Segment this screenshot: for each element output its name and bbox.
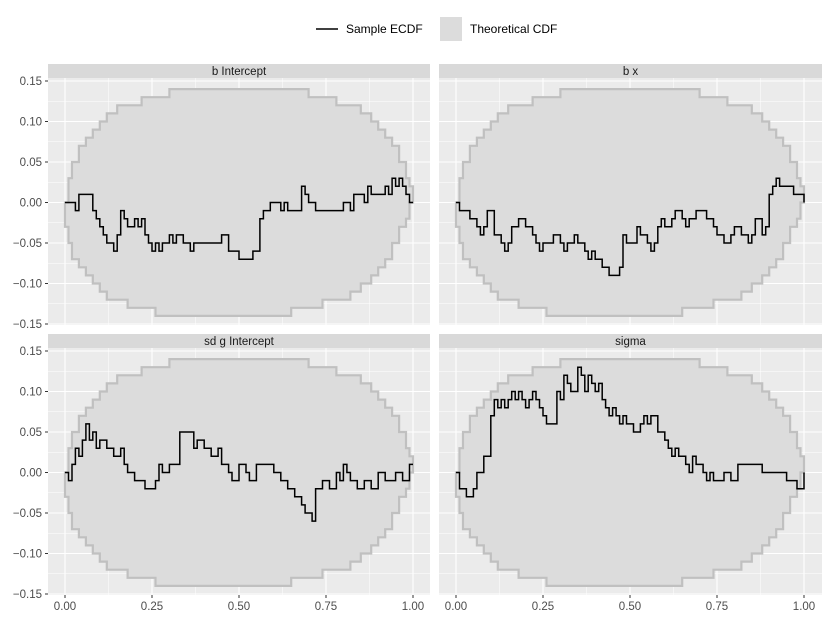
y-tick-label: 0.10 xyxy=(20,117,42,129)
strip-label: sigma xyxy=(615,336,646,348)
strip-background xyxy=(439,64,822,78)
sample-ecdf-line xyxy=(65,177,413,260)
strip-label: sd g Intercept xyxy=(204,336,274,348)
y-tick-label: 0.15 xyxy=(20,76,42,88)
strip-background xyxy=(48,334,430,348)
y-tick-label: 0.00 xyxy=(20,468,42,480)
y-tick-label: −0.15 xyxy=(13,589,42,601)
strip-background xyxy=(48,64,430,78)
x-tick-label: 0.25 xyxy=(141,601,163,613)
y-tick-label: −0.15 xyxy=(13,319,42,331)
sample-ecdf-line xyxy=(456,366,805,498)
y-tick-label: −0.10 xyxy=(13,549,42,561)
strip-background xyxy=(439,334,822,348)
y-tick-label: 0.05 xyxy=(20,427,42,439)
y-tick-label: 0.15 xyxy=(20,346,42,358)
y-tick-label: −0.05 xyxy=(13,508,42,520)
x-tick-label: 0.00 xyxy=(54,601,76,613)
strip-label: b Intercept xyxy=(212,66,267,78)
y-tick-label: −0.05 xyxy=(13,238,42,250)
y-tick-label: 0.10 xyxy=(20,387,42,399)
facet-panel: b Intercept 0.15 0.10 0.05 0.00 −0.05 −0.10 −0.… xyxy=(13,64,430,331)
x-tick-label: 0.75 xyxy=(706,601,728,613)
x-tick-label: 1.00 xyxy=(402,601,424,613)
strip-label: b x xyxy=(623,66,639,78)
x-tick-label: 0.50 xyxy=(619,601,641,613)
x-tick-label: 0.00 xyxy=(445,601,467,613)
theoretical-cdf-band xyxy=(454,88,806,317)
y-tick-label: −0.10 xyxy=(13,279,42,291)
facet-panel: b x xyxy=(439,64,822,325)
facet-panel: sigma 0.00 0.25 0.50 0.75 1.00 xyxy=(439,334,822,613)
x-tick-label: 0.50 xyxy=(228,601,250,613)
legend: Sample ECDF Theoretical CDF xyxy=(316,17,557,41)
legend-key-theoretical-cdf xyxy=(440,17,462,41)
y-tick-label: 0.00 xyxy=(20,198,42,210)
x-tick-label: 0.25 xyxy=(532,601,554,613)
legend-label-theoretical-cdf: Theoretical CDF xyxy=(470,22,557,36)
sample-ecdf-line xyxy=(456,177,805,277)
sample-ecdf-line xyxy=(65,423,413,522)
facet-panels: b Intercept 0.15 0.10 0.05 0.00 −0.05 −0.10 −0.… xyxy=(13,64,822,613)
y-tick-label: 0.05 xyxy=(20,157,42,169)
legend-label-sample-ecdf: Sample ECDF xyxy=(346,22,423,36)
x-tick-label: 0.75 xyxy=(315,601,337,613)
theoretical-cdf-band xyxy=(63,88,415,317)
facet-panel: sd g Intercept 0.15 0.10 0.05 0.00 −0.05 −0.10… xyxy=(13,334,430,613)
theoretical-cdf-band xyxy=(454,358,806,587)
x-tick-label: 1.00 xyxy=(793,601,815,613)
